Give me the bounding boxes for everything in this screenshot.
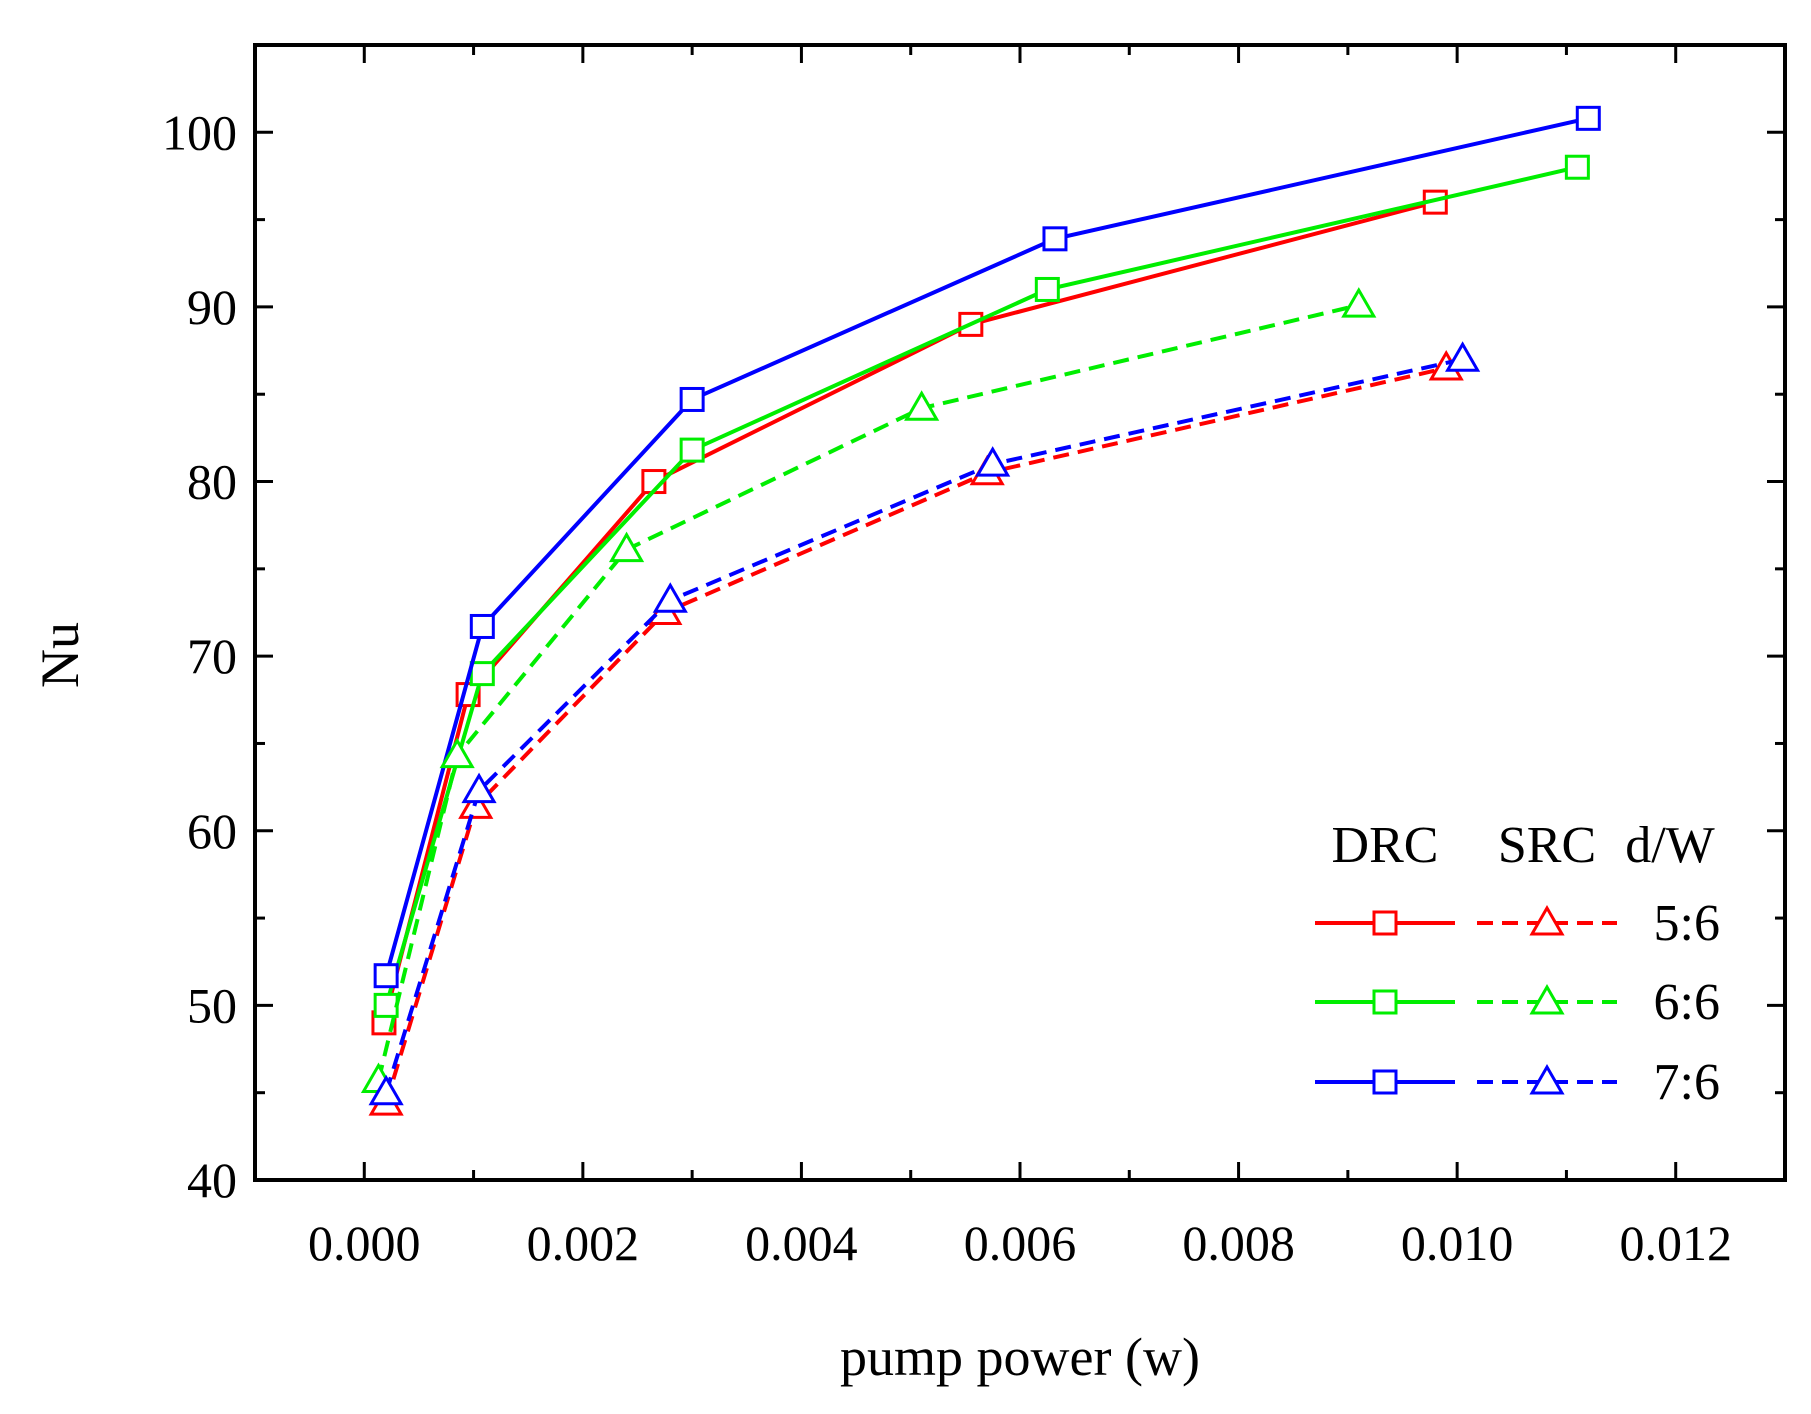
x-tick-label: 0.004 [745,1215,858,1271]
legend-header-src: SRC [1498,817,1596,874]
triangle-marker [439,737,475,769]
legend-square-marker [1372,989,1398,1015]
series-line [384,366,1447,1104]
x-tick-label: 0.008 [1182,1215,1295,1271]
legend-triangle-marker [1529,983,1565,1015]
y-tick-label: 70 [187,628,237,684]
y-tick-labels: 40 50 60 70 80 90 100 [162,104,237,1208]
y-axis-title: Nu [30,622,90,688]
series-drc-6-6 [373,154,1590,1018]
legend-label-6-6: 6:6 [1654,974,1720,1031]
x-tick-label: 0.010 [1401,1215,1514,1271]
series-drc-5-6 [371,189,1448,1036]
square-marker [679,386,705,412]
triangle-marker [461,772,497,804]
y-tick-label: 60 [187,803,237,859]
y-tick-label: 50 [187,977,237,1033]
x-axis-title: pump power (w) [840,1327,1200,1387]
y-tick-label: 100 [162,104,237,160]
triangle-marker [652,582,688,613]
triangle-marker [1445,341,1481,372]
square-marker [1042,226,1068,252]
square-marker [373,963,399,989]
y-tick-label: 80 [187,454,237,510]
legend: DRC SRC d/W 5:6 6:6 7:6 [1315,817,1720,1111]
square-marker [469,661,495,687]
x-tick-label: 0.002 [527,1215,640,1271]
series-line [384,357,1464,1094]
legend-square-marker [1372,910,1398,936]
square-marker [469,613,495,639]
triangle-marker [1341,287,1377,318]
legend-label-5-6: 5:6 [1654,895,1720,952]
legend-triangle-marker [1529,1063,1565,1095]
legend-header-drc: DRC [1332,817,1439,874]
legend-samples [1315,904,1617,1095]
series-src-7-6 [368,341,1481,1106]
y-tick-label: 40 [187,1152,237,1208]
legend-label-7-6: 7:6 [1654,1054,1720,1111]
triangle-marker [904,390,940,421]
square-marker [373,992,399,1018]
x-tick-label: 0.000 [308,1215,421,1271]
square-marker [1575,105,1601,131]
series-src-6-6 [360,287,1377,1093]
series-src-5-6 [368,350,1464,1116]
square-marker [679,437,705,463]
legend-square-marker [1372,1069,1398,1095]
square-marker [1034,276,1060,302]
series-drc-7-6 [373,105,1601,989]
x-tick-labels: 0.000 0.002 0.004 0.006 0.008 0.010 0.012 [308,1215,1732,1271]
triangle-marker [368,1074,404,1106]
y-tick-label: 90 [187,279,237,335]
series-group [360,105,1601,1116]
square-marker [1564,154,1590,180]
x-tick-label: 0.006 [964,1215,1077,1271]
triangle-marker [975,446,1011,477]
x-tick-label: 0.012 [1619,1215,1732,1271]
triangle-marker [608,531,645,563]
legend-header-dw: d/W [1625,817,1715,874]
series-line [384,165,1578,1006]
legend-triangle-marker [1529,904,1565,936]
axis-ticks [253,43,1787,1182]
